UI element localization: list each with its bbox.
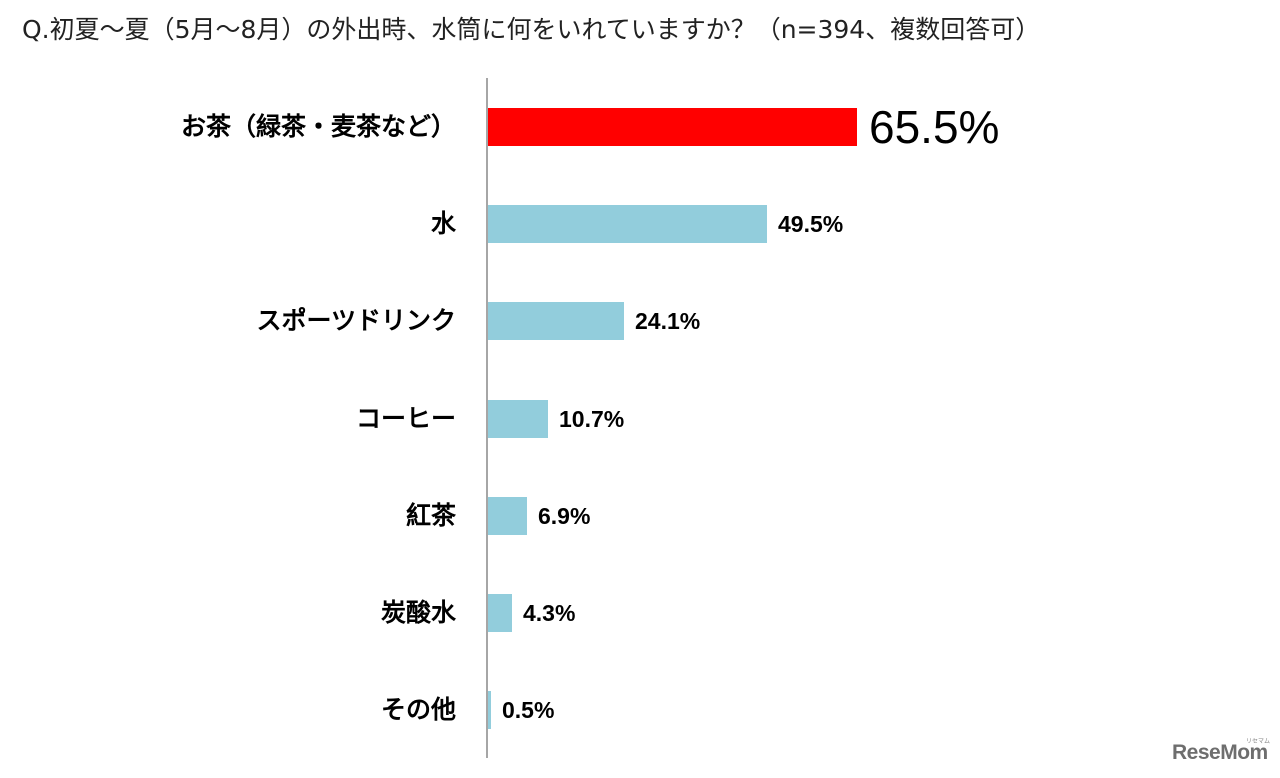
- category-label: 紅茶: [405, 501, 456, 530]
- resemom-logo: ReseMom: [1172, 741, 1268, 764]
- bar: [488, 594, 512, 632]
- bar-highlighted: [488, 108, 857, 146]
- category-label: その他: [380, 695, 456, 724]
- value-label: 24.1%: [635, 308, 701, 334]
- category-label: コーヒー: [355, 404, 456, 433]
- chart-title: Q.初夏～夏（5月～8月）の外出時、水筒に何をいれていますか？（n=394、複数…: [22, 15, 1041, 44]
- bar-row: お茶（緑茶・麦茶など） 65.5%: [0, 103, 1280, 151]
- bar: [488, 400, 548, 438]
- bar-row: 紅茶 6.9%: [0, 496, 1280, 536]
- bar-row: スポーツドリンク 24.1%: [0, 301, 1280, 341]
- bar: [488, 302, 624, 340]
- bar-row: 炭酸水 4.3%: [0, 593, 1280, 633]
- value-label: 0.5%: [502, 697, 555, 723]
- category-axis-line: [486, 78, 488, 758]
- category-label: お茶（緑茶・麦茶など）: [180, 112, 456, 141]
- bar-row: 水 49.5%: [0, 204, 1280, 244]
- resemom-logo-subtext: リセマム: [1246, 738, 1271, 745]
- category-label: 炭酸水: [380, 598, 456, 627]
- value-label: 49.5%: [778, 211, 844, 237]
- category-label: 水: [430, 209, 456, 238]
- value-label: 10.7%: [559, 406, 625, 432]
- value-label: 6.9%: [538, 503, 591, 529]
- value-label: 65.5%: [869, 101, 1000, 153]
- bar-row: コーヒー 10.7%: [0, 399, 1280, 439]
- bar: [488, 691, 491, 729]
- bar: [488, 497, 527, 535]
- category-label: スポーツドリンク: [256, 306, 456, 335]
- bar: [488, 205, 767, 243]
- value-label: 4.3%: [523, 600, 576, 626]
- bar-row: その他 0.5%: [0, 690, 1280, 730]
